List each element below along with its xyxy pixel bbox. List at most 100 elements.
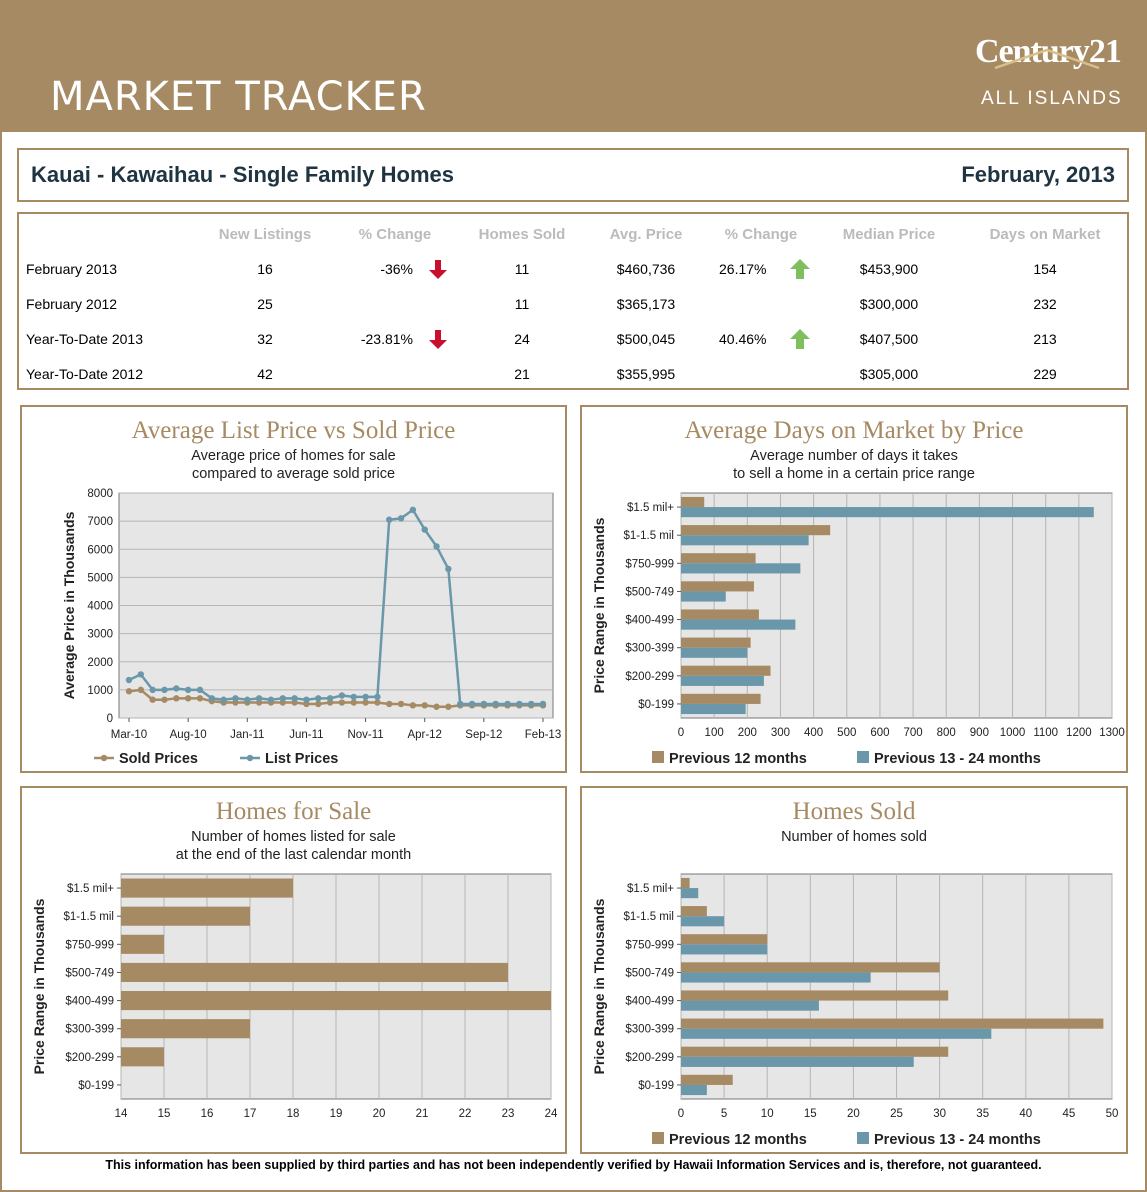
bar (681, 665, 771, 676)
y-tick-label: 2000 (87, 657, 113, 669)
category-label: $0-199 (638, 1080, 674, 1092)
bar (681, 591, 726, 602)
price-change-value: 40.46% (719, 331, 767, 347)
data-point (421, 526, 428, 533)
x-tick-label: 14 (115, 1108, 128, 1120)
x-tick-label: Jan-11 (230, 729, 264, 741)
category-label: $1.5 mil+ (627, 502, 674, 514)
data-point (409, 506, 417, 514)
arrow-shape (790, 259, 810, 279)
y-axis-label: Price Range in Thousands (591, 898, 607, 1074)
header-new-listings: New Listings (218, 226, 312, 243)
bar (681, 990, 949, 1001)
data-point (539, 700, 547, 708)
homes-sold-value: 11 (514, 296, 530, 312)
data-point (386, 700, 393, 708)
header-days-on-market: Days on Market (989, 226, 1101, 243)
data-point (315, 700, 322, 708)
category-label: $500-749 (625, 586, 674, 598)
header-avg-price: Avg. Price (609, 226, 683, 243)
bar-chart: 14 15 16 17 18 19 20 21 22 23 24 $1.5 mil+ $1-1.5 mi… (31, 873, 558, 1120)
category-label: $750-999 (625, 558, 674, 570)
century21-logo: Century21 ALL ISLANDS (975, 33, 1122, 109)
avg-price-value: $355,995 (616, 366, 676, 382)
y-tick-label: 0 (107, 713, 113, 725)
category-label: $300-399 (625, 1024, 674, 1036)
data-point (184, 686, 192, 694)
days-on-market-value: 232 (1033, 296, 1057, 312)
x-tick-label: Feb-13 (525, 729, 561, 741)
chart-subtitle-line2: to sell a home in a certain price range (733, 466, 975, 482)
data-point (397, 700, 405, 708)
row-label: February 2012 (26, 296, 118, 312)
x-tick-label: Aug-10 (170, 729, 207, 741)
category-label: $400-499 (625, 615, 674, 627)
chart-title: Average Days on Market by Price (684, 417, 1024, 444)
legend-label: Previous 13 - 24 months (874, 751, 1041, 767)
data-point (338, 692, 346, 699)
bar (681, 1074, 733, 1085)
x-tick-label: 45 (1063, 1108, 1076, 1120)
bar (121, 1047, 164, 1067)
x-tick-label: Mar-10 (111, 729, 147, 741)
bar (681, 1084, 707, 1096)
data-point (173, 685, 180, 692)
y-axis-label: Price Range in Thousands (31, 898, 47, 1074)
data-point (326, 695, 334, 702)
x-tick-label: 15 (158, 1108, 171, 1120)
bar (681, 619, 796, 630)
days-on-market-value: 154 (1033, 261, 1057, 277)
bar (681, 1046, 949, 1057)
bar (681, 553, 756, 564)
data-point (267, 696, 275, 703)
data-point (196, 695, 204, 702)
data-point (457, 700, 464, 708)
data-point (149, 686, 156, 694)
x-tick-label: 40 (1019, 1108, 1032, 1120)
x-tick-label: 10 (761, 1108, 774, 1120)
legend-swatch (857, 751, 869, 763)
bar (681, 1000, 819, 1011)
chart-subtitle-line1: Average number of days it takes (750, 448, 958, 464)
data-point (468, 700, 476, 708)
bar (681, 888, 699, 899)
data-point (504, 700, 511, 708)
legend-label: Previous 12 months (669, 1132, 807, 1148)
x-tick-label: 900 (970, 727, 989, 739)
x-tick-label: 50 (1106, 1108, 1119, 1120)
bar (681, 563, 801, 574)
x-tick-label: 20 (373, 1108, 386, 1120)
y-axis-label: Price Range in Thousands (591, 517, 607, 693)
y-tick-label: 5000 (87, 572, 113, 584)
bar-chart: 0 100 200 300 400 500 600 700 800 900 1000 1100 1200… (591, 492, 1125, 767)
new-listings-value: 32 (257, 331, 273, 347)
chart-title: Homes for Sale (215, 798, 372, 825)
x-tick-label: 700 (903, 727, 922, 739)
listings-change-value: -36% (380, 261, 413, 277)
chart-subtitle-line1: Number of homes listed for sale (191, 829, 396, 845)
category-label: $200-299 (625, 671, 674, 683)
data-point (196, 686, 204, 694)
header-listings-change: % Change (358, 226, 432, 243)
chart-subtitle-line1: Average price of homes for sale (191, 448, 396, 464)
data-point (409, 702, 417, 709)
page-title: MARKET TRACKER (50, 74, 427, 120)
report-month: February, 2013 (961, 162, 1115, 187)
bar (681, 962, 940, 973)
x-tick-label: Nov-11 (347, 729, 383, 741)
bar (681, 525, 831, 536)
y-tick-label: 6000 (87, 544, 113, 556)
median-price-value: $453,900 (859, 261, 919, 277)
data-point (161, 686, 168, 694)
bar (681, 535, 809, 546)
data-point (137, 671, 145, 678)
listings-change-value: -23.81% (360, 331, 413, 347)
legend-label: Previous 13 - 24 months (874, 1132, 1041, 1148)
category-label: $300-399 (625, 643, 674, 655)
arrow-shape (429, 330, 447, 349)
x-tick-label: 0 (678, 1108, 684, 1120)
chart-subtitle-line1: Number of homes sold (781, 829, 927, 845)
legend-label: Sold Prices (119, 751, 198, 767)
y-axis-label: Average Price in Thousands (61, 511, 77, 699)
new-listings-value: 25 (257, 296, 273, 312)
